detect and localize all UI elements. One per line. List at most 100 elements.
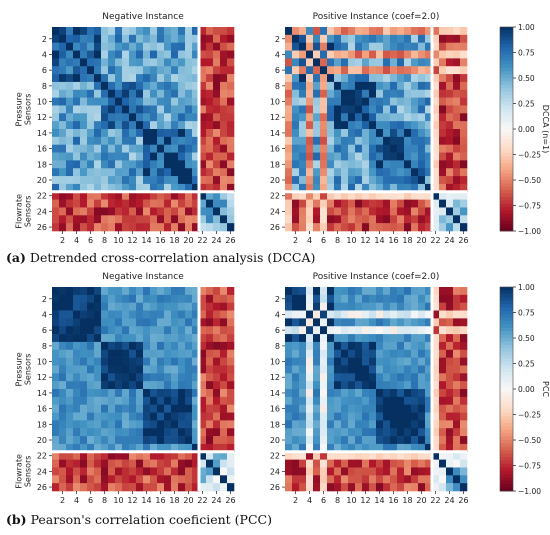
heatmap-cell: [306, 420, 314, 429]
heatmap-cell: [108, 349, 116, 358]
heatmap-cell: [425, 50, 433, 59]
heatmap-cell: [362, 412, 370, 421]
heatmap-title: Positive Instance (coef=2.0): [313, 12, 440, 22]
colorbar-tick-label: −0.50: [518, 176, 541, 185]
heatmap-cell: [66, 215, 74, 224]
heatmap-cell: [453, 428, 461, 437]
heatmap-cell: [313, 365, 321, 374]
heatmap-cell: [192, 58, 200, 67]
heatmap-cell: [192, 436, 200, 445]
heatmap-cell: [192, 365, 200, 374]
heatmap-cell: [306, 287, 314, 296]
heatmap-cell: [383, 373, 391, 382]
heatmap-cell: [157, 121, 165, 130]
heatmap-cell: [59, 81, 67, 91]
group-label-flowrate: FlowrateSensors: [15, 454, 33, 489]
heatmap-cell: [460, 294, 468, 303]
heatmap-cell: [390, 334, 398, 343]
heatmap-cell: [432, 89, 440, 98]
heatmap-cell: [185, 136, 193, 145]
heatmap-cell: [199, 294, 207, 303]
heatmap-cell: [362, 27, 370, 36]
heatmap-cell: [101, 168, 109, 177]
heatmap-cell: [178, 34, 186, 43]
heatmap-cell: [220, 215, 228, 224]
colorbar-label: PCC: [541, 381, 550, 397]
heatmap-cell: [320, 81, 328, 91]
heatmap-cell: [404, 365, 412, 374]
x-tick-label: 6: [88, 236, 93, 245]
heatmap-cell: [320, 451, 328, 460]
heatmap-cell: [446, 467, 454, 476]
heatmap-cell: [355, 199, 363, 208]
heatmap-cell: [129, 81, 137, 91]
heatmap-cell: [404, 404, 412, 413]
heatmap-cell: [439, 113, 447, 122]
heatmap-cell: [94, 81, 102, 91]
heatmap-cell: [185, 105, 193, 114]
heatmap-cell: [199, 129, 207, 138]
heatmap-cell: [327, 58, 335, 67]
heatmap-cell: [108, 215, 116, 224]
heatmap-cell: [369, 373, 377, 382]
heatmap-cell: [397, 81, 405, 91]
heatmap-cell: [390, 113, 398, 122]
heatmap-cell: [355, 129, 363, 138]
heatmap-cell: [108, 183, 116, 193]
heatmap-cell: [376, 287, 384, 296]
heatmap-cell: [404, 27, 412, 36]
heatmap-cell: [418, 144, 426, 153]
heatmap-cell: [122, 396, 130, 405]
heatmap-cell: [411, 302, 419, 311]
heatmap-cell: [73, 176, 81, 185]
heatmap-cell: [446, 302, 454, 311]
heatmap-cell: [171, 326, 179, 335]
heatmap-cell: [94, 287, 102, 296]
heatmap-cell: [59, 113, 67, 122]
heatmap-cell: [192, 389, 200, 398]
heatmap-cell: [285, 357, 293, 366]
heatmap-cell: [411, 74, 419, 83]
group-label-line: Pressure: [15, 92, 24, 126]
heatmap-cell: [171, 443, 179, 453]
heatmap-cell: [122, 129, 130, 138]
heatmap-cell: [206, 81, 214, 91]
heatmap-cell: [213, 373, 221, 382]
colorbar-segment: [500, 443, 513, 448]
heatmap-cell: [320, 381, 328, 390]
heatmap-cell: [227, 215, 235, 224]
colorbar-tick-label: 1.00: [518, 23, 535, 32]
heatmap-cell: [446, 183, 454, 193]
heatmap-cell: [52, 42, 60, 51]
heatmap-cell: [213, 223, 221, 232]
heatmap-cell: [185, 176, 193, 185]
heatmap-cell: [411, 381, 419, 390]
heatmap-cell: [52, 89, 60, 98]
heatmap-cell: [306, 215, 314, 224]
heatmap-cell: [80, 81, 88, 91]
heatmap-cell: [220, 129, 228, 138]
heatmap-cell: [306, 74, 314, 83]
heatmap-cell: [171, 89, 179, 98]
heatmap-cell: [453, 97, 461, 106]
heatmap-cell: [220, 66, 228, 75]
heatmap-cell: [87, 349, 95, 358]
heatmap-cell: [178, 365, 186, 374]
heatmap-cell: [439, 89, 447, 98]
colorbar-segment: [500, 95, 513, 99]
heatmap-cell: [129, 389, 137, 398]
heatmap-cell: [425, 97, 433, 106]
heatmap-cell: [66, 34, 74, 43]
heatmap-cell: [101, 121, 109, 130]
heatmap-cell: [460, 459, 468, 468]
heatmap-cell: [404, 396, 412, 405]
x-tick-label: 26: [225, 496, 235, 505]
heatmap-cell: [66, 97, 74, 106]
heatmap-cell: [220, 467, 228, 476]
heatmap-cell: [383, 396, 391, 405]
heatmap-cell: [59, 436, 67, 445]
heatmap-cell: [453, 168, 461, 177]
heatmap-cell: [390, 129, 398, 138]
heatmap-cell: [425, 287, 433, 296]
heatmap-cell: [397, 443, 405, 453]
